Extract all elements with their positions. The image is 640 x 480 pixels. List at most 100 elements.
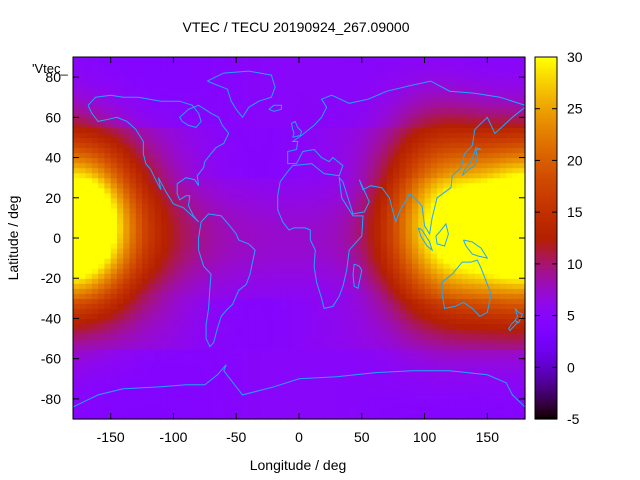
heatmap-cell [499,318,507,325]
heatmap-cell [261,177,269,184]
heatmap-cell [393,72,401,78]
heatmap-cell [104,142,112,149]
heatmap-cell [148,343,156,350]
heatmap-cell [160,243,168,249]
heatmap-cell [361,167,369,174]
heatmap-cell [462,298,470,304]
heatmap-cell [79,162,87,169]
heatmap-cell [142,318,149,325]
heatmap-cell [393,172,401,179]
heatmap-cell [217,288,225,294]
heatmap-cell [135,273,143,279]
heatmap-cell [468,283,476,289]
heatmap-cell [204,368,212,375]
heatmap-cell [129,197,137,204]
heatmap-cell [110,57,118,63]
heatmap-cell [148,408,156,415]
heatmap-cell [399,373,407,380]
heatmap-cell [73,323,80,330]
heatmap-cell [393,393,401,400]
heatmap-cell [192,62,200,68]
heatmap-cell [248,308,256,315]
heatmap-cell [154,72,162,78]
heatmap-cell [330,353,338,360]
heatmap-cell [455,147,463,154]
heatmap-cell [455,102,463,108]
heatmap-cell [418,207,426,214]
heatmap-cell [299,403,306,410]
heatmap-cell [192,152,200,159]
heatmap-cell [449,238,457,244]
heatmap-cell [405,268,413,274]
heatmap-cell [368,102,375,108]
heatmap-cell [462,77,470,83]
heatmap-cell [455,222,463,229]
heatmap-cell [123,263,131,269]
heatmap-cell [229,238,237,244]
heatmap-cell [79,212,87,219]
heatmap-cell [418,353,426,360]
heatmap-cell [355,62,363,68]
heatmap-cell [399,343,407,350]
heatmap-cell [499,117,507,123]
heatmap-cell [123,87,131,93]
heatmap-cell [223,258,231,264]
heatmap-cell [336,248,344,254]
heatmap-cell [292,67,300,73]
heatmap-cell [342,62,350,68]
heatmap-cell [386,67,394,73]
heatmap-cell [449,107,457,113]
heatmap-cell [211,238,218,244]
heatmap-cell [73,303,80,309]
heatmap-cell [110,308,118,315]
heatmap-cell [85,363,93,370]
heatmap-cell [148,323,156,330]
heatmap-cell [393,57,401,63]
heatmap-cell [280,122,288,128]
heatmap-cell [85,368,93,375]
heatmap-cell [129,328,137,335]
heatmap-cell [380,67,388,73]
heatmap-cell [267,333,275,340]
heatmap-cell [330,102,338,108]
heatmap-cell [73,162,80,169]
heatmap-cell [116,122,124,128]
heatmap-cell [349,137,357,144]
heatmap-cell [242,197,250,204]
heatmap-cell [412,323,419,330]
heatmap-cell [418,413,426,420]
heatmap-cell [499,298,507,304]
heatmap-cell [286,142,294,149]
heatmap-cell [79,177,87,184]
heatmap-cell [430,67,438,73]
heatmap-cell [443,338,451,345]
heatmap-cell [324,293,331,299]
heatmap-cell [286,227,294,234]
heatmap-cell [437,278,444,284]
heatmap-cell [311,122,319,128]
heatmap-cell [98,368,105,375]
heatmap-cell [349,97,357,103]
heatmap-cell [154,147,162,154]
heatmap-cell [299,57,306,63]
heatmap-cell [280,298,288,304]
heatmap-cell [349,373,357,380]
heatmap-cell [73,112,80,118]
heatmap-cell [386,238,394,244]
heatmap-cell [267,57,275,63]
heatmap-cell [487,227,495,234]
heatmap-cell [474,157,482,164]
heatmap-cell [142,338,149,345]
heatmap-cell [399,152,407,159]
heatmap-cell [412,62,419,68]
heatmap-cell [292,368,300,375]
heatmap-cell [204,328,212,335]
heatmap-cell [455,413,463,420]
heatmap-cell [223,338,231,345]
heatmap-cell [412,413,419,420]
heatmap-cell [386,273,394,279]
heatmap-cell [192,403,200,410]
heatmap-cell [173,318,181,325]
heatmap-cell [273,308,281,315]
